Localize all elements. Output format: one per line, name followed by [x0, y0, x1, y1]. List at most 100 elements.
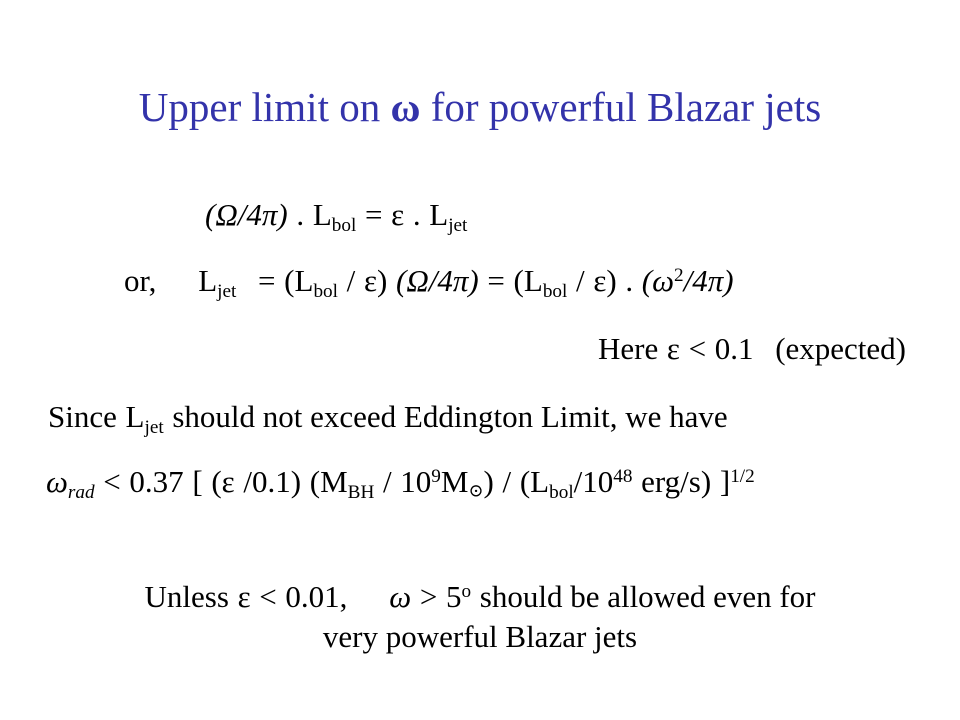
eq2-subscript-bol-2: bol — [542, 280, 568, 302]
eq3-close-paren-2: ) — [483, 464, 494, 499]
eq3-open-paren-1: ( — [211, 464, 222, 499]
eq2-omega-lower: ω — [652, 263, 674, 298]
eq2-pi-1: π — [452, 263, 469, 298]
eq2-over-four: /4 — [428, 263, 453, 298]
concl-less-than: < — [259, 579, 277, 614]
equation-line-2: or, Ljet = (Lbol / ε) (Ω/4π) = (Lbol / ε). (ω2/4π) — [124, 262, 734, 302]
eq2-open-paren-3: ( — [513, 263, 524, 298]
eq3-over-point-one: /0.1 — [243, 464, 291, 499]
eq2-over-four-2: /4 — [683, 263, 708, 298]
eq2-subscript-bol-1: bol — [313, 280, 338, 302]
eq3-M-solar: M — [440, 464, 469, 499]
since-rest-text: should not exceed Eddington Limit, we ha… — [172, 399, 728, 434]
unless-label: Unless — [144, 579, 229, 614]
concl-five: 5 — [445, 579, 462, 614]
eq1-over-four: /4 — [237, 197, 262, 232]
here-label: Here — [598, 331, 659, 366]
eq3-slash-3: / — [573, 464, 583, 499]
eq3-open-paren-3: ( — [519, 464, 531, 499]
eq2-omega-capital: Ω — [406, 263, 429, 298]
eq3-slash-2: / — [502, 464, 512, 499]
eq2-equals-1: = — [258, 263, 276, 298]
conclusion-line-2: very powerful Blazar jets — [322, 619, 638, 654]
concl-epsilon-value: 0.01, — [285, 579, 348, 614]
eq3-slash-1: / — [383, 464, 392, 499]
eq3-bracket-close: ] — [719, 464, 731, 499]
eq1-subscript-jet: jet — [448, 214, 468, 236]
title-text-before: Upper limit on — [138, 84, 391, 130]
here-value: 0.1 — [714, 331, 754, 366]
eq2-L-bol-2: L — [523, 263, 543, 298]
eq3-M-bh: M — [320, 464, 348, 499]
eq3-subscript-bh: BH — [347, 481, 375, 503]
since-L-jet: L — [125, 399, 145, 434]
eq2-L-jet: L — [198, 263, 218, 298]
eq3-units: erg/s — [641, 464, 701, 499]
eq2-slash-1: / — [346, 263, 356, 298]
since-subscript-jet: jet — [144, 416, 164, 438]
eq2-open-paren-4: ( — [641, 263, 653, 298]
eq3-omega: ω — [46, 464, 68, 499]
since-label: Since — [48, 399, 117, 434]
eq3-superscript-nine: 9 — [431, 466, 441, 488]
slide-title: Upper limit on ω for powerful Blazar jet… — [0, 84, 960, 130]
eq2-epsilon-2: ε — [593, 263, 607, 298]
eq3-subscript-bol: bol — [549, 481, 574, 503]
eq2-close-paren-1: ) — [376, 263, 388, 298]
eq3-superscript-half: 1/2 — [730, 466, 755, 488]
equation-line-omega-rad: ωrad <0.37[(ε/0.1) (MBH/109M⊙) / (Lbol/1048 e… — [46, 463, 755, 503]
eq3-superscript-48: 48 — [613, 466, 633, 488]
concl-rest-text: should be allowed even for — [479, 579, 816, 614]
epsilon-condition-line: Here ε <0.1 (expected) — [0, 330, 906, 368]
eq3-coefficient: 0.37 — [129, 464, 184, 499]
title-text-after: for powerful Blazar jets — [420, 84, 822, 130]
eq3-L-bol: L — [530, 464, 550, 499]
conclusion-line-1: Unless ε <0.01, ω >5o should be allowed even … — [0, 578, 960, 616]
eq3-close-paren-1: ) — [290, 464, 302, 499]
eq2-open-paren-2: ( — [395, 263, 407, 298]
eq1-open-paren: ( — [205, 197, 216, 232]
here-note: (expected) — [775, 331, 906, 366]
eq3-bracket-open: [ — [192, 464, 203, 499]
eq3-less-than: < — [103, 464, 121, 499]
eq1-omega-capital: Ω — [215, 197, 238, 232]
eq3-subscript-rad: rad — [67, 481, 95, 503]
eq1-L-bol: L — [312, 197, 332, 232]
eq2-close-paren-3: ) — [606, 263, 617, 298]
eq3-close-paren-3: ) — [700, 464, 712, 499]
eq3-epsilon: ε — [221, 464, 235, 499]
eq2-pi-2: π — [707, 263, 724, 298]
eq1-epsilon: ε — [391, 197, 405, 232]
eq1-L-jet: L — [429, 197, 449, 232]
eq2-epsilon-1: ε — [363, 263, 377, 298]
eq1-subscript-bol: bol — [331, 214, 357, 236]
eq1-equals: = — [364, 197, 383, 232]
concl-epsilon: ε — [237, 579, 251, 614]
eq2-equals-2: = — [487, 263, 505, 298]
eq2-or-label: or, — [124, 263, 157, 298]
eq1-pi: π — [261, 197, 278, 232]
here-epsilon: ε — [666, 331, 680, 366]
eq2-dot: . — [625, 263, 634, 298]
equation-line-1: (Ω/4π). Lbol = ε. Ljet — [205, 196, 468, 236]
eq3-ten-1: 10 — [400, 464, 432, 499]
eq2-open-paren-1: ( — [284, 263, 295, 298]
eq2-close-paren-4: ) — [723, 263, 734, 298]
eq3-ten-2: 10 — [582, 464, 614, 499]
degree-icon: o — [461, 581, 472, 603]
eddington-premise-line: Since Ljet should not exceed Eddington Lim… — [48, 398, 728, 438]
eq1-close-paren: ) — [277, 197, 288, 232]
eq2-L-bol-1: L — [294, 263, 314, 298]
concl-omega: ω — [389, 579, 412, 614]
eq1-dot-2: . — [412, 197, 421, 232]
eq2-superscript-two: 2 — [674, 265, 684, 287]
eq1-dot-1: . — [296, 197, 305, 232]
concl-greater-than: > — [419, 579, 438, 614]
title-omega-symbol: ω — [390, 84, 421, 130]
eq3-solar-mass-icon: ⊙ — [468, 480, 484, 501]
eq3-open-paren-2: ( — [309, 464, 321, 499]
eq2-close-paren-2: ) — [468, 263, 479, 298]
eq2-subscript-jet: jet — [217, 280, 237, 302]
eq2-slash-2: / — [576, 263, 585, 298]
